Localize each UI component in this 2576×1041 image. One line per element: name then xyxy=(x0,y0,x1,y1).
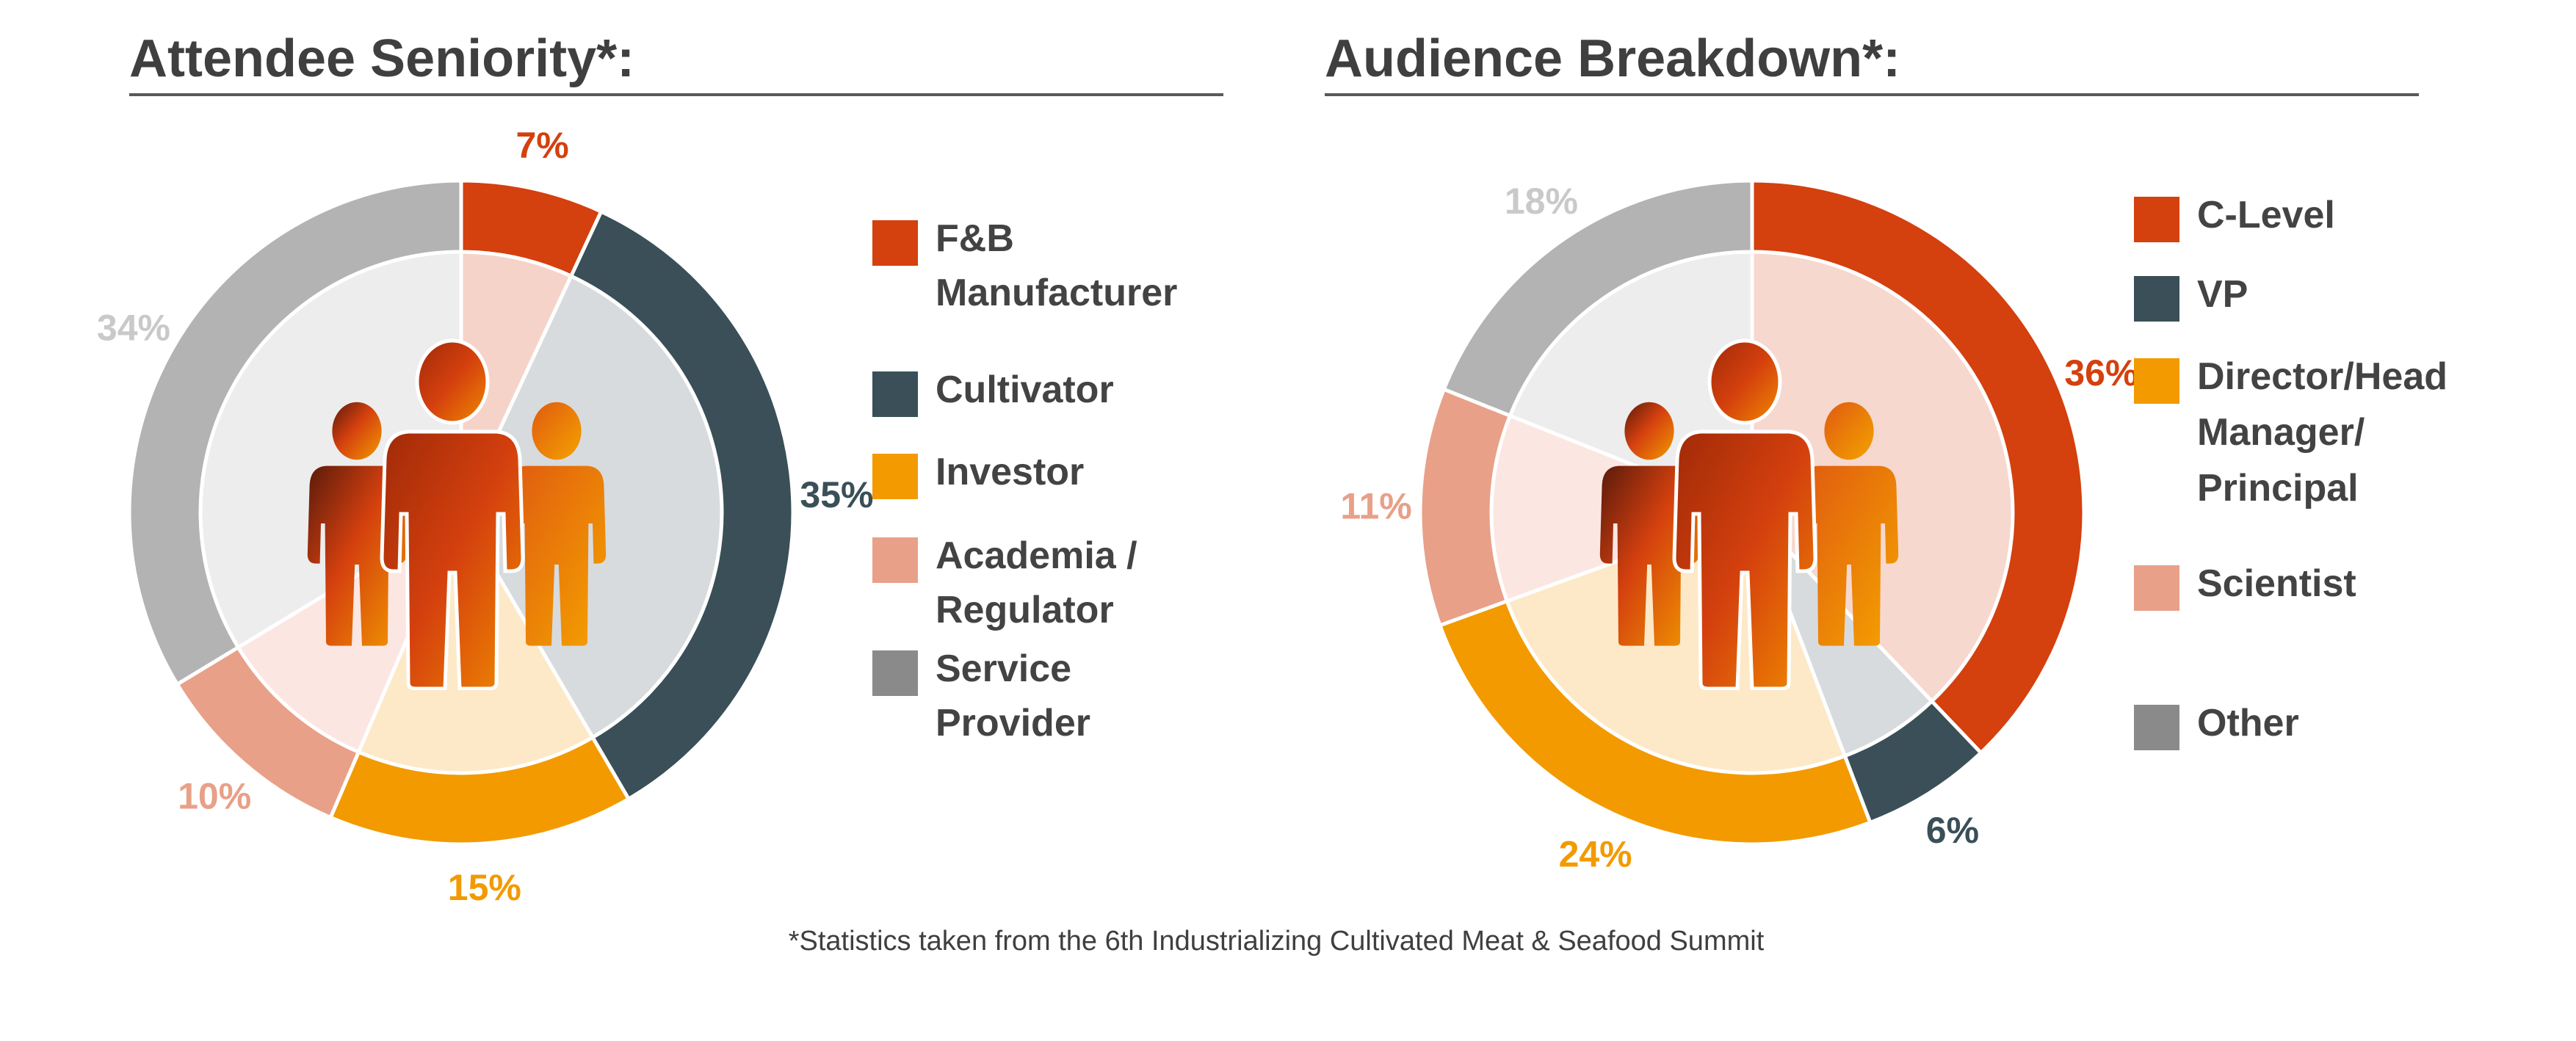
value-label-4: 34% xyxy=(97,308,170,349)
legend-swatch-3 xyxy=(872,537,918,583)
slice-ring-4 xyxy=(127,178,463,687)
title-rule xyxy=(129,93,1223,96)
value-label-2: 15% xyxy=(448,867,521,908)
chart-title: Attendee Seniority*: xyxy=(129,29,634,88)
slice-ring-4 xyxy=(1441,178,1754,418)
legend-label-2: Director/Head Manager/Principal xyxy=(2197,355,2447,509)
legend-label-2: Investor xyxy=(936,451,1084,493)
audience-breakdown-chart: Audience Breakdown*: 36% 6% 24% 11% 18% C-Le… xyxy=(1325,29,2447,874)
legend-swatch-3 xyxy=(2134,565,2179,611)
legend-swatch-1 xyxy=(872,371,918,417)
legend-swatch-2 xyxy=(2134,358,2179,404)
legend: C-Level VP Director/Head Manager/Principal S… xyxy=(2134,194,2447,750)
value-labels: 36% 6% 24% 11% 18% xyxy=(1340,181,2138,874)
legend-label-4: Service Provider xyxy=(936,648,1090,744)
chart-title: Audience Breakdown*: xyxy=(1325,29,1900,88)
legend-swatch-4 xyxy=(2134,705,2179,750)
attendee-seniority-chart: Attendee Seniority*: 7% 35% 15% 10% 34% F&B M… xyxy=(97,29,1223,908)
legend: F&B Manufacturer Cultivator Investor Academi… xyxy=(872,217,1177,744)
legend-label-3: Academia / Regulator xyxy=(936,534,1137,631)
legend-label-0: C-Level xyxy=(2197,194,2335,236)
value-label-3: 10% xyxy=(178,775,251,816)
legend-swatch-2 xyxy=(872,454,918,499)
title-rule xyxy=(1325,93,2419,96)
legend-swatch-4 xyxy=(872,650,918,696)
value-label-2: 24% xyxy=(1559,833,1632,874)
legend-label-1: Cultivator xyxy=(936,369,1114,411)
legend-label-0: F&B Manufacturer xyxy=(936,217,1177,314)
legend-swatch-0 xyxy=(872,220,918,266)
footnote: *Statistics taken from the 6th Industria… xyxy=(789,926,1765,957)
value-label-0: 36% xyxy=(2064,352,2138,393)
slice-ring-0 xyxy=(1750,178,2086,755)
value-label-0: 7% xyxy=(515,125,568,166)
legend-label-1: VP xyxy=(2197,273,2248,316)
value-label-1: 6% xyxy=(1926,810,1979,851)
legend-swatch-1 xyxy=(2134,276,2179,322)
value-label-4: 18% xyxy=(1505,181,1578,222)
value-label-1: 35% xyxy=(800,474,873,515)
value-labels: 7% 35% 15% 10% 34% xyxy=(97,125,874,908)
legend-swatch-0 xyxy=(2134,197,2179,242)
legend-label-3: Scientist xyxy=(2197,562,2356,605)
value-label-3: 11% xyxy=(1340,486,1411,527)
legend-label-4: Other xyxy=(2197,702,2299,744)
slice-ring-2 xyxy=(1437,598,1873,846)
slice-ring-1 xyxy=(568,208,795,802)
